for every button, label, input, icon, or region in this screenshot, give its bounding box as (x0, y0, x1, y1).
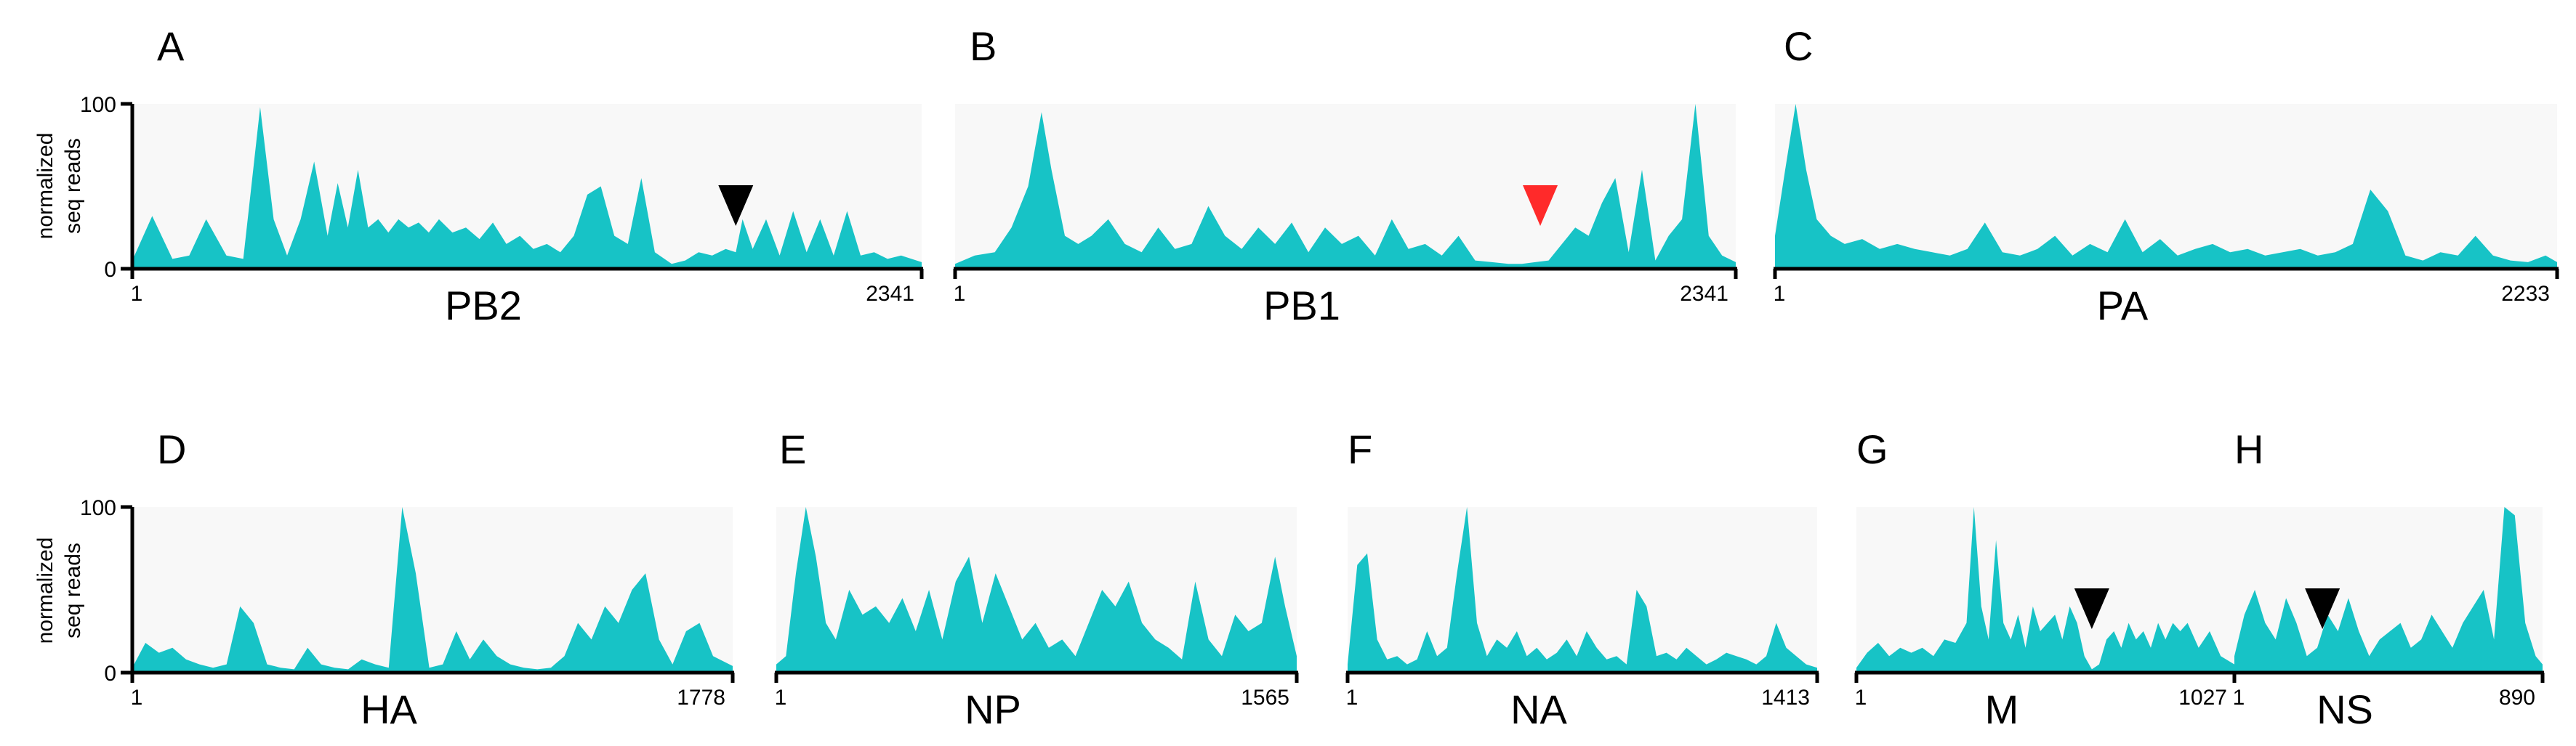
x-tick-label-end: 2341 (1680, 282, 1728, 306)
gene-label-np: NP (965, 686, 1021, 732)
x-tick-label-end: 1413 (1761, 686, 1810, 710)
coverage-area-pb1 (955, 104, 1736, 269)
y-tick-label-top: 100 (80, 93, 116, 117)
marker-triangle-red (1523, 185, 1558, 226)
x-tick-label-end: 1565 (1241, 686, 1289, 710)
gene-label-ha: HA (361, 686, 417, 732)
panel-letter-d: D (157, 426, 186, 472)
y-tick-label-top: 100 (80, 496, 116, 520)
panel-letter-a: A (157, 23, 185, 69)
coverage-area-ha (132, 507, 733, 673)
coverage-area-na (1348, 507, 1817, 673)
gene-label-na: NA (1510, 686, 1567, 732)
ylabel-top-row: normalized seq reads (33, 133, 85, 240)
x-tick-label-start: 1 (775, 686, 787, 710)
x-tick-label-end: 1027 (2178, 686, 2227, 710)
x-tick-label-start: 1 (954, 282, 966, 306)
panel-b: 1 2341 PB1 B (953, 23, 1738, 328)
plot-background (1775, 104, 2557, 269)
panel-e: 1 1565 NP E (774, 426, 1299, 732)
panel-f: 1 1413 NA F (1345, 426, 1819, 732)
panel-a: 1 2341 PB2 A 100 0 (80, 23, 924, 328)
gene-label-m: M (1985, 686, 2019, 732)
x-tick-label-end: 2341 (866, 282, 914, 306)
panel-letter-c: C (1784, 23, 1813, 69)
y-tick-label-bottom: 0 (104, 258, 116, 282)
panel-h: 1 890 NS H (2232, 426, 2545, 732)
y-tick-label-bottom: 0 (104, 662, 116, 686)
gene-label-ns: NS (2317, 686, 2373, 732)
x-tick-label-end: 890 (2499, 686, 2535, 710)
panel-letter-f: F (1348, 426, 1372, 472)
coverage-area-m (1856, 507, 2234, 673)
coverage-area-pa (1775, 104, 2557, 269)
marker-triangle-black (2074, 588, 2109, 629)
panel-d: 1 1778 HA D 100 0 (80, 426, 735, 732)
panel-g: 1 1027 M G (1854, 426, 2237, 732)
x-tick-label-start: 1 (131, 686, 143, 710)
panel-letter-h: H (2234, 426, 2263, 472)
ylabel-line2-top: seq reads (61, 138, 85, 234)
x-tick-label-end: 1778 (677, 686, 725, 710)
x-tick-label-start: 1 (131, 282, 143, 306)
ylabel-line1-top: normalized (33, 133, 57, 240)
gene-label-pb1: PB1 (1263, 283, 1340, 328)
x-tick-label-start: 1 (1774, 282, 1786, 306)
coverage-area-pb2 (132, 107, 922, 269)
x-tick-label-start: 1 (1346, 686, 1359, 710)
panel-c: 1 2233 PA C (1773, 23, 2559, 328)
marker-triangle-black (2305, 588, 2340, 629)
x-tick-label-end: 2233 (2501, 282, 2550, 306)
gene-label-pb2: PB2 (445, 283, 522, 328)
ylabel-line2-bottom: seq reads (61, 543, 85, 638)
x-tick-label-start: 1 (2233, 686, 2245, 710)
coverage-area-ns (2234, 507, 2543, 673)
ylabel-line1-bottom: normalized (33, 538, 57, 644)
panel-letter-e: E (779, 426, 806, 472)
ylabel-bottom-row: normalized seq reads (33, 538, 85, 644)
coverage-area-np (776, 507, 1297, 673)
panel-letter-b: B (970, 23, 997, 69)
marker-triangle-black (718, 185, 754, 226)
panel-letter-g: G (1856, 426, 1888, 472)
x-tick-label-start: 1 (1855, 686, 1867, 710)
gene-label-pa: PA (2097, 283, 2149, 328)
